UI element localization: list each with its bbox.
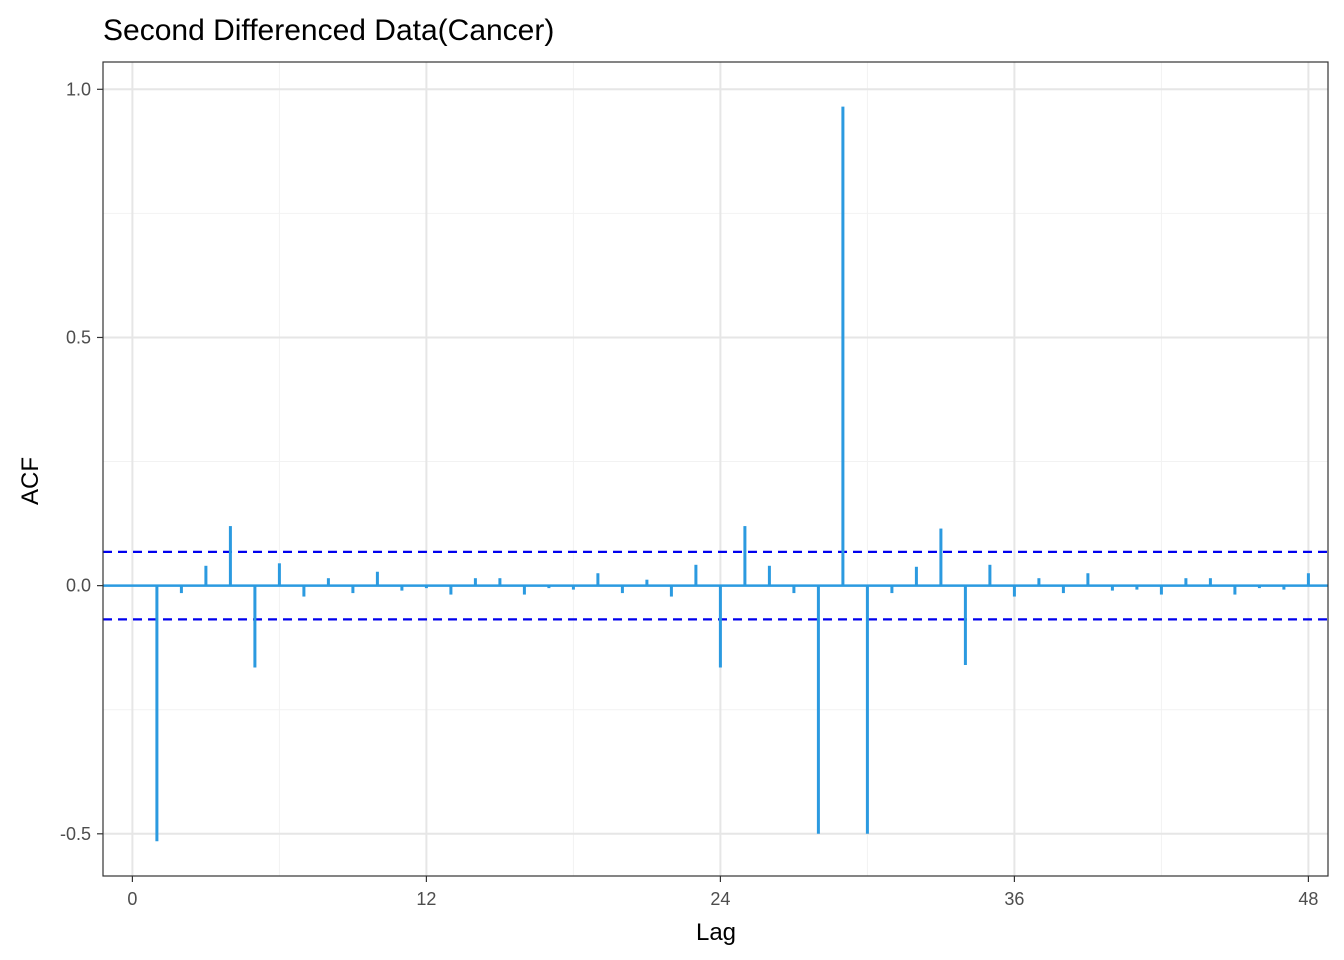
panel-border	[102, 61, 1329, 877]
y-axis: -0.5 0.0 0.5 1.0	[60, 79, 103, 844]
x-tick-label: 24	[710, 889, 730, 909]
x-axis: 0 12 24 36 48	[127, 876, 1318, 909]
x-tick-label: 48	[1298, 889, 1318, 909]
y-tick-label: 0.5	[66, 327, 91, 347]
x-axis-title: Lag	[696, 919, 736, 946]
x-tick-label: 36	[1004, 889, 1024, 909]
y-tick-label: 1.0	[66, 79, 91, 99]
acf-bars	[103, 106, 1328, 842]
y-tick-label: 0.0	[66, 576, 91, 596]
confidence-bounds	[103, 550, 1328, 621]
y-tick-label: -0.5	[60, 824, 91, 844]
grid	[103, 62, 1328, 876]
x-tick-label: 12	[416, 889, 436, 909]
y-axis-title: ACF	[17, 457, 44, 505]
chart-title: Second Differenced Data(Cancer)	[103, 14, 554, 47]
x-tick-label: 0	[127, 889, 137, 909]
